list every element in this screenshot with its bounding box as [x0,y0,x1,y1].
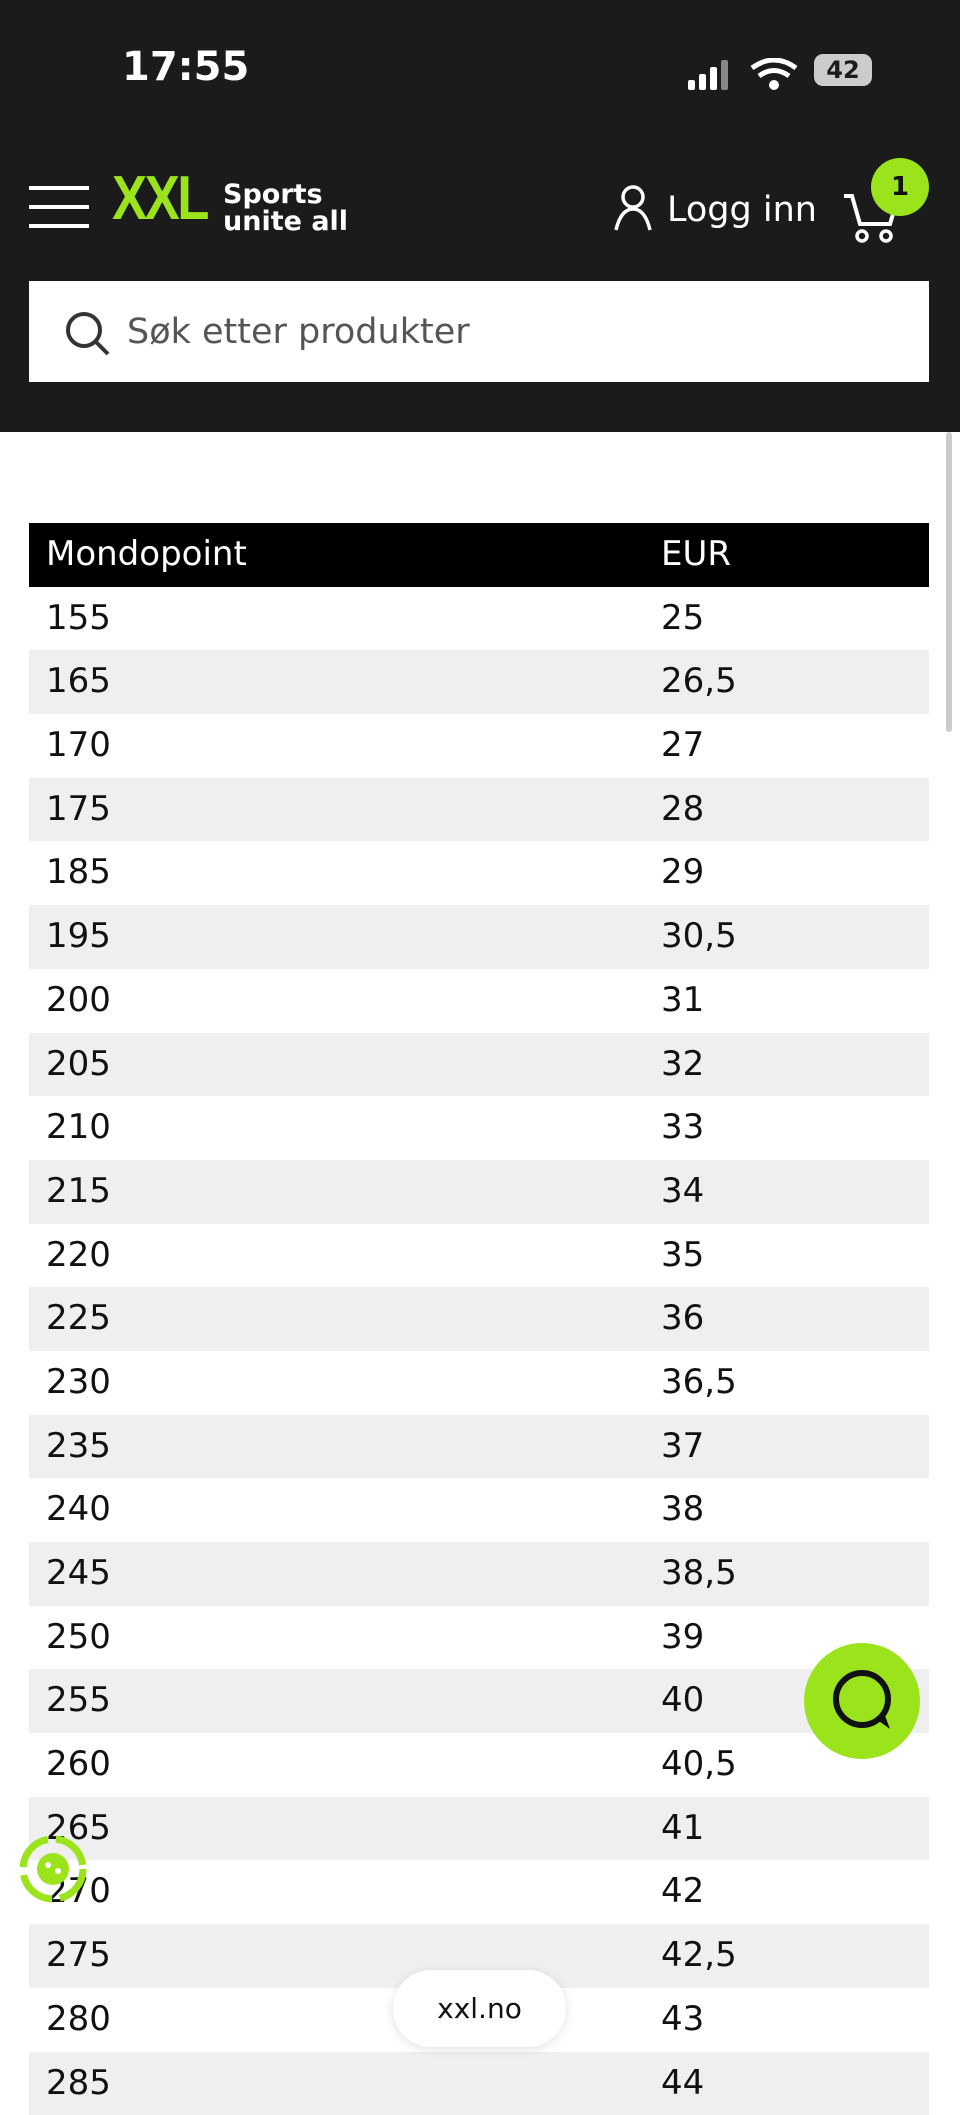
url-pill[interactable]: xxl.no [393,1970,566,2047]
table-cell: 260 [46,1733,111,1797]
table-cell: 220 [46,1224,111,1288]
table-cell: 35 [661,1224,704,1288]
table-cell: 36,5 [661,1351,737,1415]
table-cell: 240 [46,1478,111,1542]
table-cell: 205 [46,1033,111,1097]
table-cell: 280 [46,1988,111,2052]
table-cell: 165 [46,650,111,714]
table-row: 250 39 [29,1606,929,1670]
column-header: Mondopoint [46,523,247,587]
chat-icon [804,1643,920,1759]
table-cell: 44 [661,2052,704,2115]
table-row: 230 36,5 [29,1351,929,1415]
table-cell: 200 [46,969,111,1033]
table-cell: 40,5 [661,1733,737,1797]
table-row: 245 38,5 [29,1542,929,1606]
status-time: 17:55 [122,44,249,90]
table-row: 185 29 [29,841,929,905]
table-cell: 155 [46,587,111,651]
table-cell: 26,5 [661,650,737,714]
table-cell: 170 [46,714,111,778]
table-cell: 36 [661,1287,704,1351]
table-cell: 225 [46,1287,111,1351]
table-cell: 43 [661,1988,704,2052]
table-cell: 255 [46,1669,111,1733]
table-cell: 175 [46,778,111,842]
table-cell: 275 [46,1924,111,1988]
table-row: 195 30,5 [29,905,929,969]
table-cell: 215 [46,1160,111,1224]
table-cell: 39 [661,1606,704,1670]
table-row: 235 37 [29,1415,929,1479]
table-row: 260 40,5 [29,1733,929,1797]
table-row: 165 26,5 [29,650,929,714]
table-cell: 195 [46,905,111,969]
table-row: 175 28 [29,778,929,842]
scrollbar [946,432,952,732]
table-cell: 250 [46,1606,111,1670]
table-cell: 245 [46,1542,111,1606]
table-cell: 210 [46,1096,111,1160]
table-cell: 31 [661,969,704,1033]
logo[interactable]: XXL [112,168,207,230]
table-row: 285 44 [29,2052,929,2115]
tagline: unite all [223,208,348,235]
table-cell: 28 [661,778,704,842]
table-cell: 285 [46,2052,111,2115]
cart-badge[interactable]: 1 [871,158,929,216]
table-row: 255 40 [29,1669,929,1733]
table-row: 170 27 [29,714,929,778]
table-header: Mondopoint EUR [29,523,929,587]
table-cell: 42,5 [661,1924,737,1988]
table-row: 200 31 [29,969,929,1033]
chat-button[interactable] [804,1643,920,1759]
size-table: Mondopoint EUR 155 25 165 26,5 170 27 175 28 185 29… [29,523,929,2115]
status-icons [688,58,808,92]
table-row: 155 25 [29,587,929,651]
table-cell: 29 [661,841,704,905]
table-cell: 30,5 [661,905,737,969]
table-row: 225 36 [29,1287,929,1351]
header: 17:55 42 XXL Sports unite all Logg inn 1… [0,0,960,432]
table-cell: 42 [661,1860,704,1924]
table-cell: 34 [661,1160,704,1224]
table-cell: 38,5 [661,1542,737,1606]
login-link[interactable]: Logg inn [667,190,817,230]
table-cell: 25 [661,587,704,651]
table-row: 220 35 [29,1224,929,1288]
table-cell: 185 [46,841,111,905]
table-cell: 38 [661,1478,704,1542]
menu-icon[interactable] [29,186,89,228]
table-row: 205 32 [29,1033,929,1097]
search-placeholder: Søk etter produkter [127,312,470,352]
cookie-icon[interactable] [17,1833,89,1905]
table-cell: 235 [46,1415,111,1479]
table-row: 240 38 [29,1478,929,1542]
table-cell: 27 [661,714,704,778]
table-cell: 40 [661,1669,704,1733]
column-header: EUR [661,523,731,587]
table-row: 210 33 [29,1096,929,1160]
table-cell: 230 [46,1351,111,1415]
search-icon [64,310,112,358]
tagline: Sports [223,181,323,208]
table-cell: 33 [661,1096,704,1160]
table-cell: 37 [661,1415,704,1479]
table-row: 215 34 [29,1160,929,1224]
table-cell: 41 [661,1797,704,1861]
battery: 42 [814,54,872,86]
user-icon[interactable] [613,184,653,232]
table-cell: 32 [661,1033,704,1097]
